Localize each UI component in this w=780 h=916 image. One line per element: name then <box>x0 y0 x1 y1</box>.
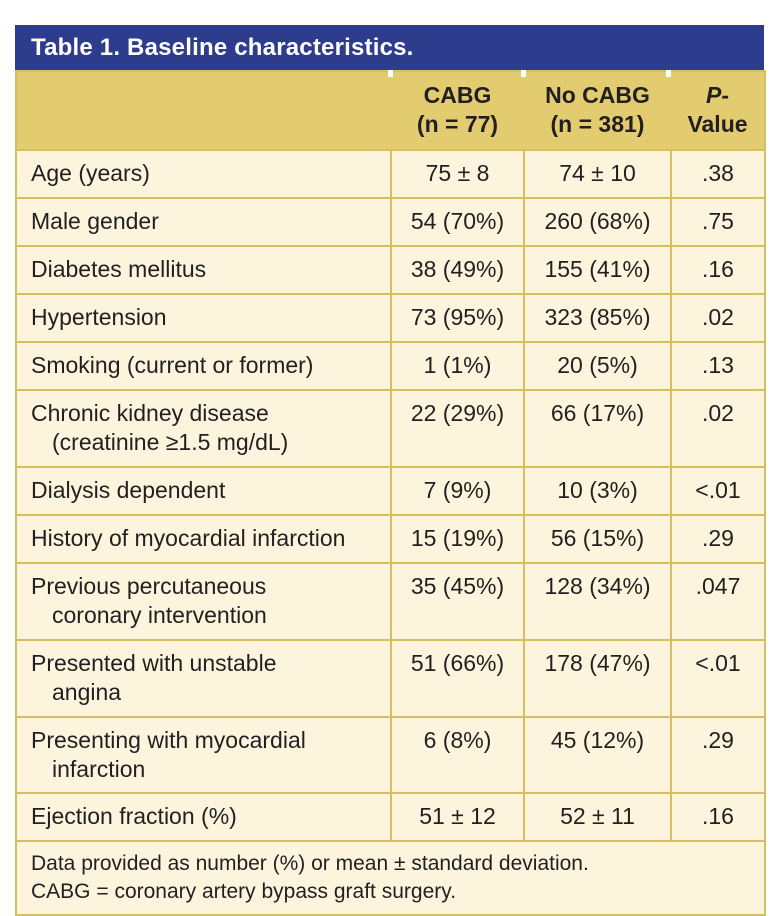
no-cabg-value: 155 (41%) <box>523 244 672 295</box>
table-row: Hypertension 73 (95%) 323 (85%) .02 <box>15 292 766 343</box>
header-row: CABG (n = 77) No CABG (n = 381) P- Value <box>16 71 765 151</box>
p-value: .16 <box>670 792 766 843</box>
table-row: Presented with unstable angina 51 (66%) 1… <box>15 638 766 718</box>
header-cabg-line2: (n = 77) <box>416 110 499 137</box>
table-row: Previous percutaneous coronary interventi… <box>15 561 766 641</box>
header-no-cabg-line1: No CABG <box>545 82 650 108</box>
cabg-value: 6 (8%) <box>390 715 525 795</box>
no-cabg-value: 323 (85%) <box>523 292 672 343</box>
no-cabg-value: 128 (34%) <box>523 561 672 641</box>
data-table: CABG (n = 77) No CABG (n = 381) P- Value… <box>15 70 766 916</box>
no-cabg-value: 56 (15%) <box>523 513 672 564</box>
footnote-line1: Data provided as number (%) or mean ± st… <box>31 852 589 876</box>
row-label: Presented with unstable angina <box>15 638 392 718</box>
header-empty-cell <box>16 71 391 151</box>
cabg-value: 73 (95%) <box>390 292 525 343</box>
p-value: <.01 <box>670 465 766 516</box>
baseline-characteristics-table: Table 1. Baseline characteristics. CABG … <box>15 25 766 916</box>
footnote-line2: CABG = coronary artery bypass graft surg… <box>31 879 457 903</box>
no-cabg-value: 178 (47%) <box>523 638 672 718</box>
cabg-value: 75 ± 8 <box>390 148 525 199</box>
cabg-value: 35 (45%) <box>390 561 525 641</box>
no-cabg-value: 74 ± 10 <box>523 148 672 199</box>
p-value: .13 <box>670 340 766 391</box>
header-notch <box>521 70 526 77</box>
row-label: Male gender <box>15 196 392 247</box>
table-row: Male gender 54 (70%) 260 (68%) .75 <box>15 196 766 247</box>
p-value: .16 <box>670 244 766 295</box>
cabg-value: 51 (66%) <box>390 638 525 718</box>
no-cabg-value: 260 (68%) <box>523 196 672 247</box>
p-value: <.01 <box>670 638 766 718</box>
no-cabg-value: 10 (3%) <box>523 465 672 516</box>
row-label: History of myocardial infarction <box>15 513 392 564</box>
header-cabg-line1: CABG <box>423 82 492 108</box>
table-row: Presenting with myocardial infarction 6 (… <box>15 715 766 795</box>
row-label: Hypertension <box>15 292 392 343</box>
row-label: Previous percutaneous coronary interventi… <box>15 561 392 641</box>
header-cabg: CABG (n = 77) <box>391 71 524 151</box>
row-label: Diabetes mellitus <box>15 244 392 295</box>
header-no-cabg-line2: (n = 381) <box>550 110 645 137</box>
cabg-value: 54 (70%) <box>390 196 525 247</box>
row-label: Dialysis dependent <box>15 465 392 516</box>
p-value: .29 <box>670 513 766 564</box>
no-cabg-value: 45 (12%) <box>523 715 672 795</box>
row-label: Ejection fraction (%) <box>15 792 392 843</box>
table-row: History of myocardial infarction 15 (19%… <box>15 513 766 564</box>
table-row: Ejection fraction (%) 51 ± 12 52 ± 11 .1… <box>15 792 766 843</box>
row-label: Presenting with myocardial infarction <box>15 715 392 795</box>
p-value: .29 <box>670 715 766 795</box>
row-label: Age (years) <box>15 148 392 199</box>
header-p-value: P- Value <box>671 71 765 151</box>
p-value: .75 <box>670 196 766 247</box>
cabg-value: 1 (1%) <box>390 340 525 391</box>
footnote-row: Data provided as number (%) or mean ± st… <box>15 840 766 916</box>
row-label: Smoking (current or former) <box>15 340 392 391</box>
header-notch <box>388 70 393 77</box>
row-label: Chronic kidney disease (creatinine ≥1.5 m… <box>15 388 392 468</box>
cabg-value: 7 (9%) <box>390 465 525 516</box>
p-value: .02 <box>670 388 766 468</box>
no-cabg-value: 20 (5%) <box>523 340 672 391</box>
cabg-value: 15 (19%) <box>390 513 525 564</box>
table-row: Age (years) 75 ± 8 74 ± 10 .38 <box>15 148 766 199</box>
no-cabg-value: 52 ± 11 <box>523 792 672 843</box>
p-value: .02 <box>670 292 766 343</box>
cabg-value: 51 ± 12 <box>390 792 525 843</box>
table-row: Diabetes mellitus 38 (49%) 155 (41%) .16 <box>15 244 766 295</box>
no-cabg-value: 66 (17%) <box>523 388 672 468</box>
table-title: Table 1. Baseline characteristics. <box>15 25 764 70</box>
table-row: Chronic kidney disease (creatinine ≥1.5 m… <box>15 388 766 468</box>
table-row: Dialysis dependent 7 (9%) 10 (3%) <.01 <box>15 465 766 516</box>
header-p-line2: Value <box>687 110 748 137</box>
cabg-value: 38 (49%) <box>390 244 525 295</box>
p-value: .047 <box>670 561 766 641</box>
header-no-cabg: No CABG (n = 381) <box>524 71 671 151</box>
header-notch <box>666 70 671 77</box>
cabg-value: 22 (29%) <box>390 388 525 468</box>
header-p-line1: P- <box>706 82 729 108</box>
table-row: Smoking (current or former) 1 (1%) 20 (5… <box>15 340 766 391</box>
table-footnote: Data provided as number (%) or mean ± st… <box>15 840 766 916</box>
p-value: .38 <box>670 148 766 199</box>
